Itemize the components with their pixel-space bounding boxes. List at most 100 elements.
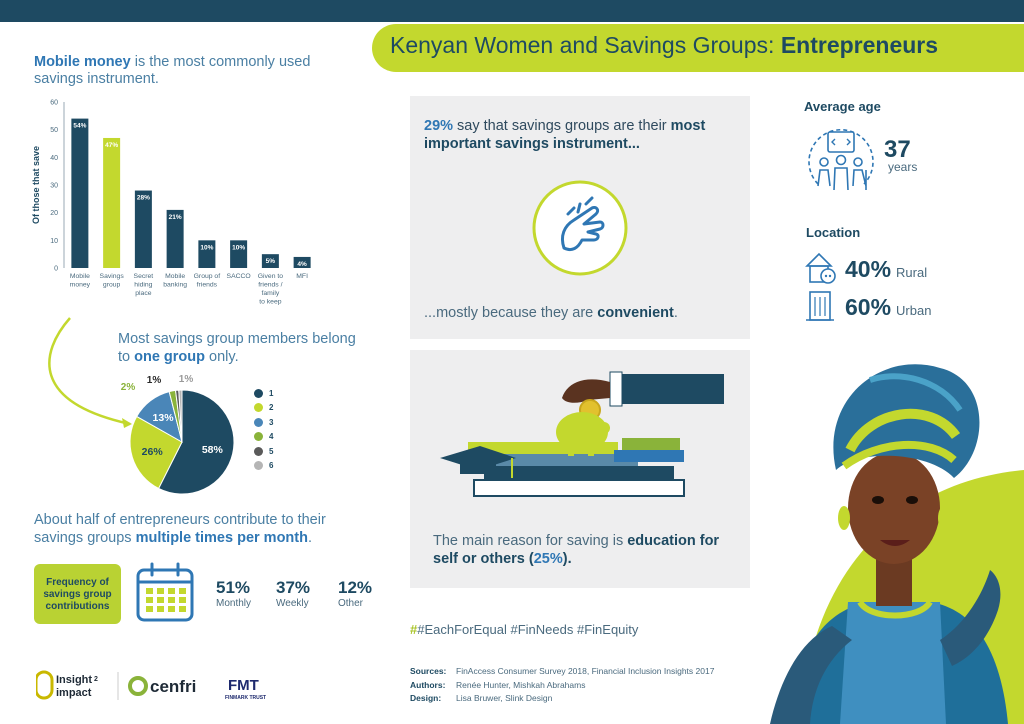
legend-item: 4: [254, 430, 273, 445]
bar-data-label: 5%: [266, 258, 276, 265]
location-heading: Location: [806, 225, 861, 240]
freq-other: 12% Other: [338, 578, 373, 609]
urban-stat: 60% Urban: [845, 294, 932, 320]
snap-fingers-icon: [532, 180, 628, 276]
pie-data-label: 1%: [179, 374, 194, 385]
insight-logo-text-1: Insight: [56, 674, 92, 686]
pie-chart-heading: Most savings group members belong to one…: [118, 331, 356, 365]
woman-illustration: [770, 364, 1008, 724]
average-age-heading: Average age: [804, 99, 881, 114]
cenfri-logo: cenfri: [128, 676, 196, 696]
legend-swatch: [254, 432, 263, 442]
bar: [261, 254, 279, 268]
bar-data-label: 28%: [137, 195, 150, 202]
y-tick-label: 0: [54, 266, 58, 273]
bar-data-label: 47%: [105, 142, 118, 149]
frequency-label-box: Frequency of savings group contributions: [34, 564, 121, 624]
legend-swatch: [254, 461, 263, 471]
frequency-heading: About half of entrepreneurs contribute t…: [34, 512, 326, 546]
bar-data-label: 4%: [297, 261, 307, 268]
pie-legend: 1 2 3 4 5 6: [254, 386, 273, 473]
bar: [134, 190, 152, 268]
credits: Sources: FinAccess Consumer Survey 2018, …: [410, 666, 715, 703]
partner-logos: Insight 2 impact cenfri FMT FINMARK TRUS…: [34, 670, 266, 701]
insight-logo-text-2: impact: [56, 687, 92, 699]
y-tick-label: 20: [50, 210, 58, 217]
bar: [166, 209, 184, 268]
family-age-icon: [808, 128, 874, 191]
y-tick-label: 60: [50, 100, 58, 107]
cenfri-logo-text: cenfri: [150, 677, 196, 696]
fmt-logo-name: FINMARK TRUST: [225, 695, 266, 701]
convenience-text: 29% say that savings groups are their mo…: [424, 118, 706, 152]
pie-slice: [129, 415, 183, 490]
rural-stat: 40% Rural: [845, 256, 928, 282]
bar-data-label: 10%: [232, 244, 245, 251]
fmt-logo: FMT FINMARK TRUST: [225, 677, 266, 701]
legend-swatch: [254, 388, 263, 398]
x-tick-label: MFI: [296, 273, 308, 280]
legend-label: 6: [269, 461, 274, 471]
legend-item: 5: [254, 444, 273, 459]
tag-fin-equity[interactable]: #FinEquity: [576, 622, 639, 637]
urban-building-icon: [806, 291, 834, 321]
bar-data-label: 54%: [73, 123, 86, 130]
bar-chart: Of those that save 0 10 20 30 40 50 60 54% Mobile…: [31, 100, 311, 306]
y-tick-label: 50: [50, 127, 58, 134]
tag-fin-needs[interactable]: #FinNeeds: [510, 622, 574, 637]
bar: [293, 256, 311, 268]
pie-chart: 58% 26% 13% 2% 1% 1%: [121, 374, 235, 495]
x-tick-label: Mobile money: [70, 273, 91, 289]
bar: [230, 240, 248, 268]
pie-data-label: 1%: [147, 375, 162, 386]
pie-slice: [157, 389, 235, 495]
y-tick-label: 10: [50, 238, 58, 245]
x-tick-label: Mobile banking: [163, 273, 187, 289]
tag-each-for-equal[interactable]: ##EachForEqual: [410, 622, 507, 637]
fmt-logo-initials: FMT: [228, 677, 259, 694]
legend-label: 5: [269, 446, 274, 456]
legend-label: 4: [269, 432, 274, 442]
top-band: [0, 0, 1024, 22]
bar: [198, 240, 216, 268]
bar-data-label: 21%: [169, 214, 182, 221]
average-age-value: 37: [884, 136, 911, 163]
books-piggybank-illustration: [440, 371, 724, 497]
x-tick-label: SACCO: [227, 273, 251, 280]
pie-slice: [178, 389, 183, 443]
svg-text:2: 2: [94, 676, 98, 683]
bar: [103, 137, 121, 268]
freq-monthly: 51% Monthly: [216, 578, 252, 609]
hashtags: ##EachForEqual #FinNeeds #FinEquity: [410, 622, 638, 637]
rural-house-icon: [805, 252, 836, 284]
pie-data-label: 2%: [121, 382, 136, 393]
legend-item: 6: [254, 459, 273, 474]
pie-data-label: 13%: [153, 412, 175, 424]
legend-item: 3: [254, 415, 273, 430]
legend-item: 1: [254, 386, 273, 401]
legend-label: 1: [269, 388, 274, 398]
convenience-reason: ...mostly because they are convenient.: [424, 305, 678, 321]
y-tick-label: 30: [50, 183, 58, 190]
x-tick-label: Savings group: [100, 273, 125, 289]
legend-swatch: [254, 403, 263, 413]
x-tick-label: Group of friends: [194, 273, 221, 289]
x-tick-label: Secret hiding place: [134, 273, 154, 297]
pie-data-label: 26%: [142, 446, 164, 458]
pie-data-label: 58%: [202, 444, 224, 456]
page-title: Kenyan Women and Savings Groups: Entrepr…: [390, 32, 939, 58]
x-tick-label: Given to friends / family to keep: [258, 273, 284, 306]
freq-weekly: 37% Weekly: [276, 578, 311, 609]
legend-item: 2: [254, 401, 273, 416]
bar-data-label: 10%: [200, 244, 213, 251]
connector-arrow: [48, 317, 132, 428]
bar: [71, 118, 89, 268]
bar-chart-heading: Mobile money is the most commonly used s…: [34, 54, 311, 87]
logos-row: Insight 2 impact cenfri FMT FINMARK TRUS…: [34, 670, 286, 707]
legend-swatch: [254, 417, 263, 427]
y-tick-label: 40: [50, 155, 58, 162]
y-axis-label: Of those that save: [31, 146, 41, 224]
legend-label: 3: [269, 417, 274, 427]
education-text: The main reason for saving is education …: [433, 533, 720, 567]
title-banner: [372, 24, 1024, 72]
